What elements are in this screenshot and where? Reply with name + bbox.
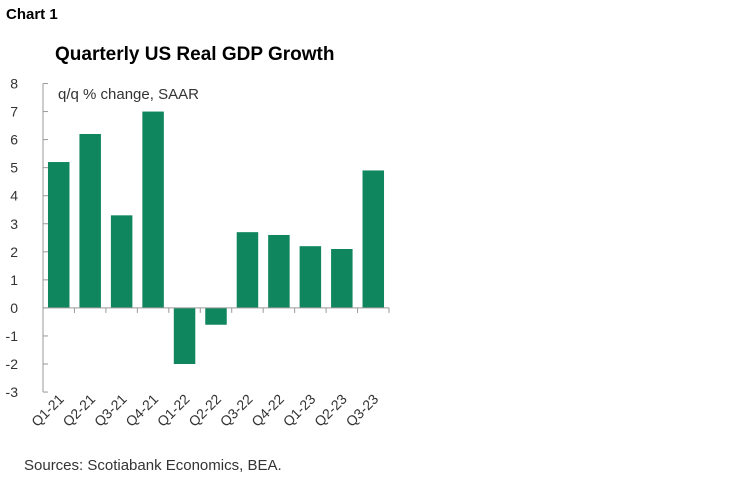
bar-Q1-23 [299,246,322,308]
y-tick-label: -1 [6,328,19,344]
y-tick-label: 6 [10,132,18,148]
bar-Q3-21 [110,215,133,308]
bar-Q2-21 [79,133,101,308]
chart-title: Quarterly US Real GDP Growth [55,44,335,65]
y-tick-label: -2 [6,356,19,372]
bar-Q2-23 [331,248,353,308]
x-tick-label: Q3-22 [217,391,256,430]
x-tick-label: Q2-22 [185,391,224,430]
x-tick-label: Q3-21 [91,391,130,430]
x-tick-label: Q2-21 [59,391,98,430]
y-tick-label: 2 [10,244,18,260]
y-tick-label: 7 [10,104,18,120]
x-tick-label: Q1-23 [280,391,319,430]
chart-subtitle: q/q % change, SAAR [58,86,199,103]
bar-Q3-23 [362,170,385,308]
y-tick-label: 0 [10,300,18,316]
bar-Q3-22 [236,232,259,308]
bar-Q4-22 [268,234,290,308]
bar-Q2-22 [205,307,227,325]
x-tick-label: Q1-22 [154,391,193,430]
bar-Q1-21 [47,162,70,308]
chart-source: Sources: Scotiabank Economics, BEA. [24,457,282,474]
x-tick-label: Q4-21 [122,391,161,430]
y-tick-label: 8 [10,76,18,92]
chart-number-label: Chart 1 [6,6,58,23]
x-tick-label: Q2-23 [311,391,350,430]
y-tick-label: 1 [10,272,18,288]
x-tick-label: Q3-23 [343,391,382,430]
x-tick-label: Q4-22 [248,391,287,430]
y-tick-label: 4 [10,188,18,204]
y-tick-label: 5 [10,160,18,176]
y-tick-label: -3 [6,384,19,400]
bar-Q1-22 [173,307,196,364]
bar-Q4-21 [142,111,164,308]
y-tick-label: 3 [10,216,18,232]
x-tick-label: Q1-21 [28,391,67,430]
